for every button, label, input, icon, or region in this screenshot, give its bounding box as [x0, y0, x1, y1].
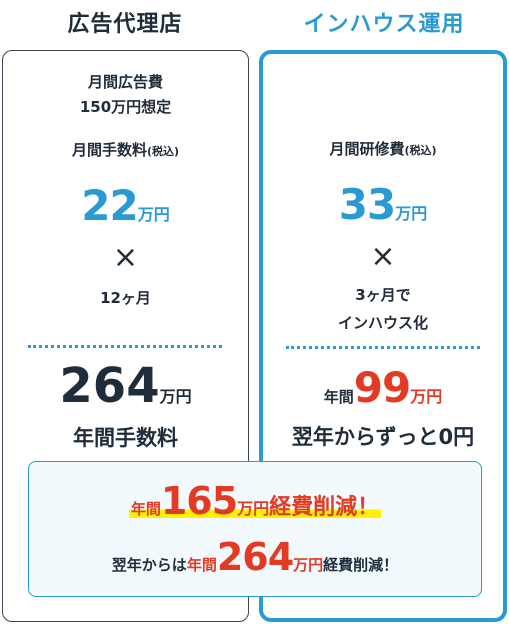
savings-line1: 年間165万円経費削減！	[29, 482, 481, 521]
ad-budget-label: 月間広告費	[87, 73, 163, 91]
savings2-suffix: 経費削減！	[323, 556, 399, 574]
tax-note: (税込)	[404, 144, 437, 157]
monthly-training-amount: 33	[338, 180, 396, 229]
training-label-row: 月間研修費(税込)	[263, 138, 503, 159]
agency-heading: 広告代理店	[67, 12, 183, 37]
months-line2: インハウス化	[337, 314, 428, 332]
annual-fee-amount: 264	[59, 358, 160, 414]
savings-suffix: 経費削減！	[269, 495, 380, 520]
monthly-fee-amount: 22	[81, 181, 138, 230]
fee-label-row: 月間手数料(税込)	[3, 139, 248, 160]
savings2-amount: 264	[216, 535, 294, 579]
training-label: 月間研修費	[329, 140, 405, 158]
annual-cost: 年間99万円	[263, 367, 503, 409]
savings-line2: 翌年からは年間264万円経費削減！	[29, 538, 481, 576]
savings-box: 年間165万円経費削減！ 翌年からは年間264万円経費削減！	[28, 461, 482, 597]
savings2-prefix: 翌年からは	[111, 556, 187, 574]
inhouse-heading: インハウス運用	[303, 12, 465, 37]
months-line1: 3ヶ月で	[355, 286, 411, 304]
savings-amount: 165	[160, 479, 238, 523]
savings-prefix: 年間	[130, 500, 161, 518]
monthly-fee-unit: 万円	[137, 205, 170, 224]
fee-label: 月間手数料	[71, 141, 147, 159]
savings-unit: 万円	[237, 499, 270, 518]
next-year-zero: 翌年からずっと0円	[291, 425, 475, 449]
annual-fee-total: 264万円	[3, 362, 248, 410]
annual-fee-label: 年間手数料	[73, 426, 178, 450]
savings2-year: 年間	[186, 556, 217, 574]
savings-highlight: 年間165万円経費削減！	[128, 482, 382, 520]
times-sign: ×	[370, 239, 396, 274]
monthly-training: 33万円	[263, 184, 503, 226]
months-label: 12ヶ月	[100, 289, 151, 307]
savings2-unit: 万円	[293, 556, 324, 574]
monthly-training-unit: 万円	[395, 204, 428, 223]
times-sign: ×	[112, 240, 139, 275]
annual-cost-unit: 万円	[410, 387, 443, 406]
annual-prefix: 年間	[323, 388, 354, 406]
annual-fee-unit: 万円	[159, 387, 192, 406]
monthly-fee: 22万円	[3, 185, 248, 227]
annual-cost-amount: 99	[353, 363, 411, 412]
dotted-divider	[286, 346, 480, 349]
dotted-divider	[28, 345, 222, 348]
ad-budget-amount: 150万円想定	[79, 98, 172, 116]
tax-note: (税込)	[146, 145, 180, 158]
